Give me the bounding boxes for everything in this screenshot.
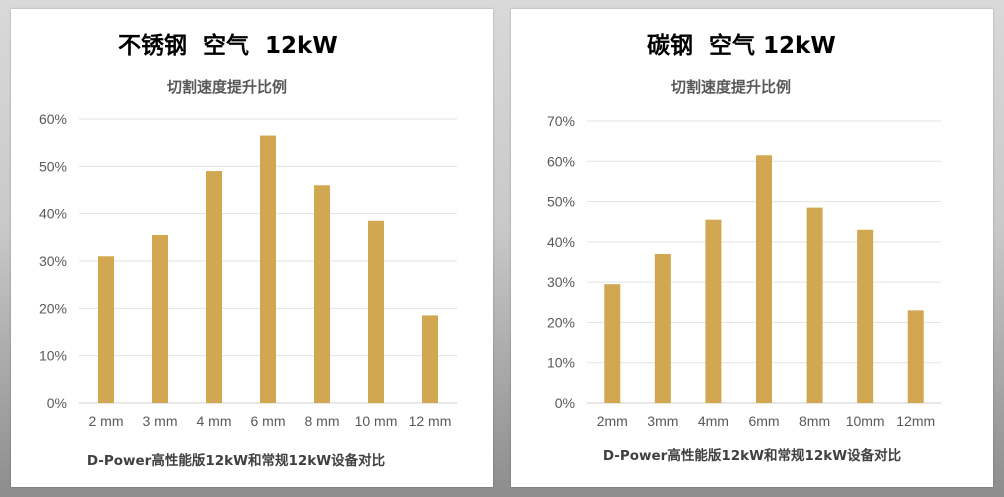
plot-area: 0% 10% 20% 30% 40% 50% 60% 2 mm 3 mm 4 mm 6 mm 8 mm… — [39, 111, 457, 429]
bar — [756, 155, 772, 403]
bar — [152, 234, 168, 403]
bar — [806, 207, 823, 403]
chart-footnote: D-Power高性能版12kW和常规12kW设备对比 — [603, 447, 901, 464]
chart-panel-stainless: 不锈钢 空气 12kW 切割速度提升比例 0% 10% 20% 30% 40% 50% 60… — [11, 9, 493, 487]
bar — [422, 315, 438, 403]
chart-footnote: D-Power高性能版12kW和常规12kW设备对比 — [87, 452, 385, 469]
y-tick-label: 0% — [47, 395, 67, 411]
bar — [98, 256, 114, 403]
chart-subtitle: 切割速度提升比例 — [671, 78, 791, 96]
x-tick-label: 10 mm — [355, 413, 398, 429]
bar — [604, 284, 621, 403]
bar — [654, 253, 671, 403]
x-tick-label: 3 mm — [143, 413, 178, 429]
y-tick-label: 60% — [39, 111, 67, 127]
chart-panel-carbon: 碳钢 空气 12kW 切割速度提升比例 0% 10% 20% 30% 40% 50% 60%… — [511, 9, 993, 487]
y-tick-label: 60% — [547, 153, 575, 169]
chart-title: 不锈钢 空气 12kW — [118, 32, 338, 59]
y-tick-label: 30% — [547, 274, 575, 290]
y-tick-label: 20% — [39, 300, 67, 316]
x-tick-label: 12mm — [896, 413, 935, 429]
y-tick-label: 10% — [39, 348, 67, 364]
x-tick-label: 4 mm — [197, 413, 232, 429]
chart-subtitle: 切割速度提升比例 — [167, 78, 287, 96]
x-tick-label: 4mm — [698, 413, 729, 429]
x-tick-label: 12 mm — [409, 413, 452, 429]
bar — [907, 310, 924, 403]
y-tick-label: 40% — [39, 206, 67, 222]
bar — [857, 229, 874, 403]
chart-title: 碳钢 空气 12kW — [647, 32, 836, 59]
chart-svg: 碳钢 空气 12kW 切割速度提升比例 0% 10% 20% 30% 40% 50% 60%… — [547, 32, 941, 464]
x-tick-label: 8mm — [799, 413, 830, 429]
x-tick-label: 8 mm — [305, 413, 340, 429]
x-tick-label: 2 mm — [89, 413, 124, 429]
bar — [705, 219, 722, 403]
chart-svg: 不锈钢 空气 12kW 切割速度提升比例 0% 10% 20% 30% 40% 50% 60… — [39, 32, 457, 469]
x-tick-label: 10mm — [846, 413, 885, 429]
y-tick-label: 10% — [547, 355, 575, 371]
y-tick-label: 70% — [547, 113, 575, 129]
y-tick-label: 50% — [547, 194, 575, 210]
bar — [260, 135, 276, 404]
y-tick-label: 40% — [547, 234, 575, 250]
bar — [368, 220, 384, 403]
plot-area: 0% 10% 20% 30% 40% 50% 60% 70% 2mm 3mm 4mm 6mm 8mm 10… — [547, 113, 941, 429]
x-tick-label: 3mm — [647, 413, 678, 429]
bar — [206, 171, 222, 403]
x-tick-label: 2mm — [597, 413, 628, 429]
y-tick-label: 30% — [39, 253, 67, 269]
y-tick-label: 0% — [555, 395, 575, 411]
x-tick-label: 6mm — [748, 413, 779, 429]
bar — [314, 185, 330, 403]
y-tick-label: 50% — [39, 158, 67, 174]
x-tick-label: 6 mm — [251, 413, 286, 429]
y-tick-label: 20% — [547, 314, 575, 330]
